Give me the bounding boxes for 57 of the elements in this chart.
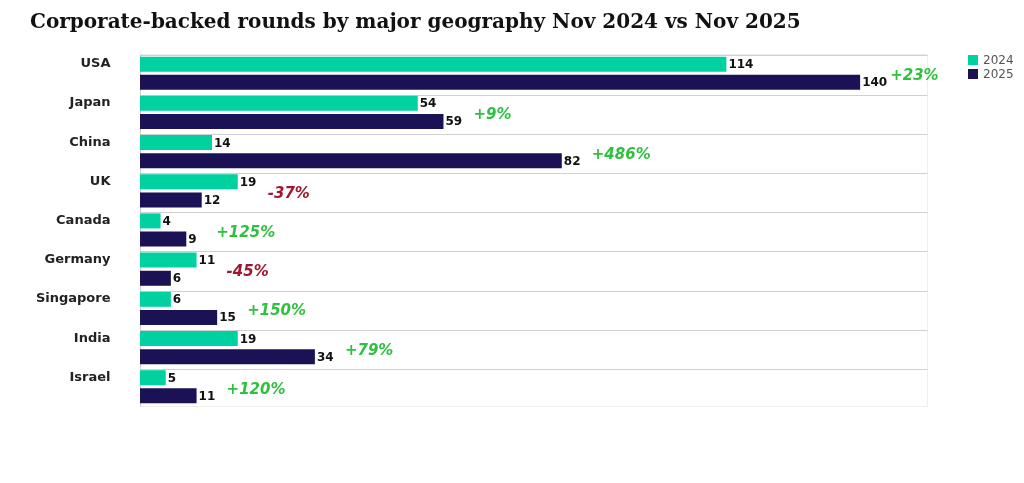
data-label: 140: [862, 75, 888, 90]
data-label: 5: [167, 370, 177, 385]
data-label: 15: [219, 310, 236, 325]
bar: [140, 370, 166, 386]
bar: [140, 174, 238, 190]
y-tick-label: India: [73, 329, 111, 345]
bar: [140, 331, 238, 347]
annotation: +9%: [473, 105, 512, 124]
bar: [140, 74, 861, 90]
data-label: 11: [198, 253, 216, 268]
annotation: +79%: [344, 340, 394, 359]
bar: [140, 153, 562, 169]
bar: [140, 309, 218, 325]
data-label: 54: [419, 96, 437, 111]
chart-title: Corporate-backed rounds by major geography Nov 2024 vs Nov 2025: [30, 9, 801, 33]
bar: [140, 56, 727, 72]
bar: [140, 192, 202, 208]
data-label: 59: [445, 114, 463, 129]
data-label: 82: [563, 153, 581, 168]
data-label: 114: [728, 57, 754, 72]
bar: [140, 270, 171, 286]
annotation: +23%: [890, 66, 939, 85]
data-label: 11: [198, 388, 216, 403]
data-label: 34: [316, 349, 334, 364]
data-label: 4: [162, 213, 171, 228]
y-tick-label: China: [69, 133, 111, 149]
y-tick-label: Canada: [56, 212, 111, 227]
data-label: 19: [239, 331, 257, 346]
bar: [140, 231, 187, 247]
bar: [140, 388, 197, 404]
bar: [140, 252, 197, 268]
legend-label: 2025: [983, 67, 1014, 81]
annotation: +125%: [216, 223, 276, 241]
annotation: -45%: [226, 262, 269, 281]
annotation: -37%: [267, 183, 310, 202]
y-tick-label: USA: [80, 55, 111, 71]
annotation: +150%: [247, 301, 307, 320]
data-label: 19: [239, 174, 257, 189]
legend-label: 2024: [983, 53, 1014, 67]
y-tick-label: Germany: [44, 251, 112, 267]
data-label: 12: [203, 192, 221, 207]
data-label: 14: [214, 135, 231, 150]
data-label: 9: [188, 232, 197, 247]
data-label: 6: [172, 271, 182, 286]
y-tick-label: Japan: [68, 94, 111, 110]
y-tick-label: Israel: [69, 368, 111, 384]
bar: [140, 349, 315, 365]
data-label: 6: [172, 292, 182, 307]
annotation: +486%: [591, 144, 651, 163]
bar: [140, 291, 171, 307]
y-tick-label: UK: [89, 172, 112, 188]
bar: [140, 113, 444, 129]
bar: [140, 213, 161, 229]
annotation: +120%: [226, 379, 286, 398]
y-tick-label: Singapore: [35, 290, 111, 306]
bar: [140, 135, 213, 151]
bar: [140, 95, 418, 111]
